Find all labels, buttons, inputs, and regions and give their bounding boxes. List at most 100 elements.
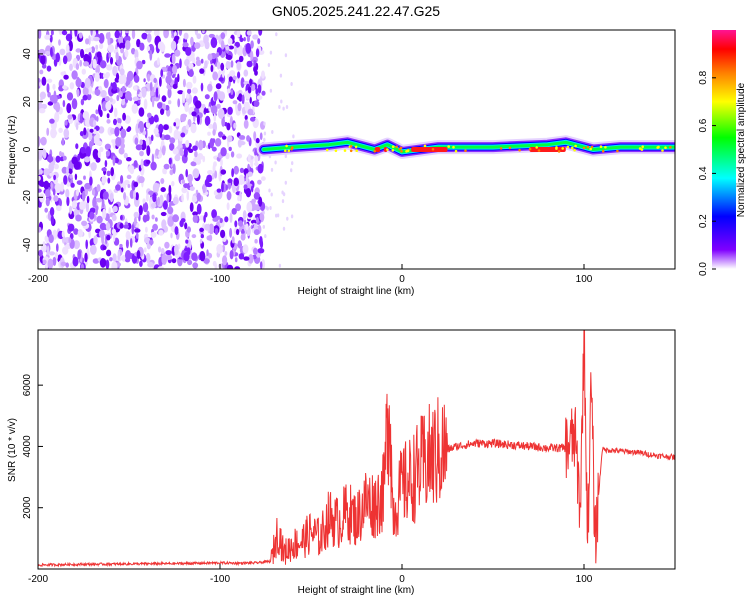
noise-blob — [71, 200, 78, 209]
noise-blob — [172, 196, 179, 205]
noise-blob — [239, 37, 244, 43]
noise-blob — [236, 44, 244, 56]
noise-blob — [123, 152, 128, 159]
noise-blob — [257, 84, 262, 94]
noise-blob — [186, 81, 193, 90]
noise-blob — [119, 222, 124, 229]
noise-blob — [146, 45, 151, 52]
noise-blob — [68, 237, 72, 244]
noise-blob — [46, 78, 53, 84]
signal-track-speck — [590, 145, 594, 149]
noise-blob — [111, 261, 118, 269]
noise-blob — [124, 179, 130, 186]
signal-track-speck — [398, 147, 402, 151]
noise-blob — [188, 62, 194, 69]
noise-blob — [204, 60, 208, 69]
noise-blob — [167, 87, 172, 99]
noise-blob — [204, 94, 210, 100]
noise-blob — [74, 30, 78, 37]
noise-blob — [123, 192, 127, 201]
noise-blob — [229, 227, 233, 238]
noise-blob — [229, 212, 233, 223]
noise-blob — [214, 228, 219, 235]
noise-blob — [65, 44, 70, 53]
noise-blob — [51, 95, 58, 104]
noise-blob — [227, 135, 233, 143]
noise-blob — [246, 135, 251, 142]
noise-blob — [258, 30, 263, 36]
noise-blob — [40, 54, 46, 65]
signal-track-speck — [325, 148, 329, 152]
noise-blob — [105, 101, 112, 111]
noise-blob — [183, 32, 189, 40]
noise-blob — [191, 195, 198, 203]
noise-blob — [90, 162, 97, 171]
noise-blob — [55, 52, 60, 63]
noise-blob — [207, 170, 213, 175]
noise-blob — [194, 150, 198, 158]
signal-track-speck — [656, 146, 659, 149]
noise-blob — [199, 227, 205, 232]
noise-blob — [226, 264, 234, 269]
noise-blob — [99, 258, 107, 268]
signal-track-speck — [664, 146, 667, 149]
noise-blob — [261, 90, 266, 96]
noise-blob — [147, 73, 151, 82]
noise-blob — [120, 214, 123, 221]
noise-blob — [170, 40, 177, 51]
noise-blob — [159, 76, 162, 87]
noise-blob — [210, 37, 218, 49]
noise-blob — [108, 207, 111, 215]
noise-blob — [212, 172, 215, 180]
noise-blob — [200, 58, 204, 64]
noise-blob — [134, 196, 140, 208]
signal-track-speck — [284, 149, 287, 152]
y-tick-label: 40 — [22, 48, 33, 60]
noise-blob — [179, 147, 184, 157]
noise-blob — [73, 209, 78, 217]
noise-blob — [173, 129, 180, 140]
noise-blob — [200, 82, 204, 92]
noise-blob — [58, 127, 63, 133]
noise-blob — [131, 103, 138, 114]
noise-blob — [66, 103, 72, 114]
signal-track-speck — [349, 144, 353, 148]
noise-blob — [119, 243, 123, 248]
noise-blob — [224, 122, 228, 127]
noise-blob — [165, 75, 172, 84]
signal-track-speck — [508, 146, 512, 150]
spectrogram-x-axis-label: Height of straight line (km) — [298, 286, 415, 297]
noise-blob — [269, 206, 272, 210]
noise-blob — [40, 96, 43, 104]
signal-track-speck — [586, 145, 590, 149]
noise-blob — [124, 30, 130, 34]
noise-blob — [216, 52, 220, 58]
noise-blob — [42, 149, 47, 159]
noise-blob — [61, 137, 65, 146]
noise-blob — [153, 77, 157, 84]
noise-blob — [231, 208, 237, 215]
noise-blob — [213, 113, 217, 122]
noise-blob — [262, 224, 265, 229]
noise-blob — [177, 98, 181, 108]
noise-blob — [131, 224, 135, 235]
signal-track-speck — [355, 149, 359, 152]
noise-blob — [98, 229, 105, 239]
noise-blob — [143, 78, 146, 83]
noise-blob — [128, 96, 133, 102]
noise-blob — [40, 136, 47, 146]
noise-blob — [212, 71, 219, 81]
noise-blob — [157, 196, 160, 206]
noise-blob — [157, 41, 165, 50]
noise-blob — [263, 137, 266, 142]
y-tick-label: 20 — [22, 96, 33, 108]
noise-blob — [85, 239, 88, 250]
spectrogram-y-ticks: -40 -20 0 20 40 — [22, 48, 43, 252]
noise-blob — [79, 112, 83, 124]
noise-blob — [168, 184, 172, 195]
noise-blob — [107, 44, 115, 53]
noise-blob — [247, 108, 254, 116]
noise-blob — [38, 169, 43, 175]
noise-blob — [95, 30, 99, 34]
noise-blob — [221, 182, 224, 193]
